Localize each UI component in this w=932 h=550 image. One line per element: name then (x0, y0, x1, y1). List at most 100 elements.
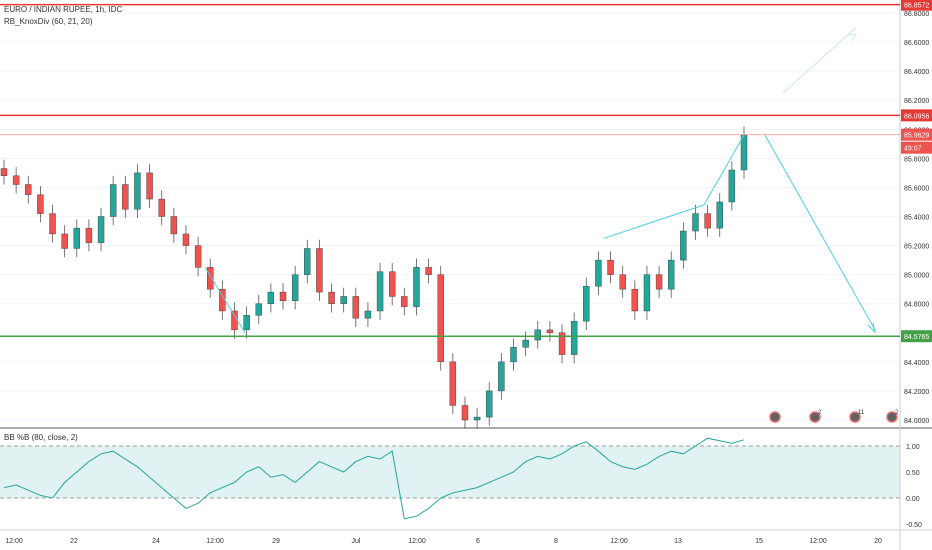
price-badge (901, 0, 932, 11)
candle-body (291, 274, 299, 302)
price-tick-label: 84.4000 (904, 360, 929, 367)
horizontal-levels[interactable] (0, 3, 900, 337)
candle-body (255, 303, 262, 316)
candle-body (376, 271, 384, 312)
price-tick-label: 86.6000 (904, 40, 929, 47)
trend-line[interactable] (703, 134, 745, 206)
price-tick-label: 86.2000 (904, 98, 929, 105)
price-tick-label: 84.0000 (904, 418, 929, 425)
projection-arrow[interactable] (782, 27, 857, 94)
candle-body (207, 267, 214, 290)
time-tick-label: 8 (554, 538, 558, 545)
event-marker-icon[interactable] (849, 411, 861, 423)
drawings[interactable] (204, 27, 876, 334)
price-tick-label: 85.4000 (904, 215, 929, 222)
candle-body (558, 332, 566, 355)
candle-body (510, 347, 517, 363)
candle-body (134, 172, 141, 210)
candle-body (425, 267, 432, 275)
price-tick-label: 86.8000 (904, 11, 929, 18)
event-markers[interactable]: 2 11 2 (769, 410, 899, 423)
price-tick-label: 84.2000 (904, 389, 929, 396)
indicator-tick-label: -0.50 (906, 522, 922, 529)
candle-body (109, 184, 117, 217)
time-tick-label: 13 (674, 538, 682, 545)
candle-body (522, 339, 529, 348)
candle-body (583, 286, 590, 322)
candles (0, 126, 748, 429)
candle-body (279, 291, 287, 302)
price-badge-label: 85.9629 (904, 133, 929, 140)
symbol-title[interactable]: EURO / INDIAN RUPEE, 1h, IDC (4, 5, 123, 14)
candle-body (37, 194, 44, 214)
candle-body (570, 320, 578, 355)
trend-line[interactable] (204, 267, 246, 334)
candle-body (49, 213, 56, 235)
event-marker-icon[interactable] (769, 411, 781, 423)
indicator-tick-label: 1.00 (906, 444, 920, 451)
bb-band-fill (0, 446, 900, 498)
candle-body (740, 134, 748, 171)
price-badge (901, 141, 932, 154)
price-tick-label: 85.0000 (904, 273, 929, 280)
candle-body (231, 310, 238, 331)
time-tick-label: 22 (70, 538, 78, 545)
candle-body (158, 198, 165, 217)
candle-body (73, 227, 80, 249)
candle-body (534, 329, 541, 341)
price-badge-label: 49:07 (904, 146, 922, 153)
event-marker-icon[interactable] (809, 411, 821, 423)
indicator-label[interactable]: RB_KnoxDiv (60, 21, 20) (4, 17, 93, 26)
candle-body (97, 216, 105, 243)
candle-body (413, 267, 420, 307)
price-tick-label: 86.4000 (904, 69, 929, 76)
candle-body (498, 361, 505, 392)
candle-body (728, 169, 736, 203)
candle-body (437, 274, 444, 363)
time-tick-label: 12:00 (809, 538, 827, 545)
candle-body (631, 288, 639, 312)
candle-body (170, 216, 178, 235)
bb-percent-b-line (3, 437, 745, 520)
candle-body (388, 271, 396, 297)
indicator-axis-ticks: 1.00 0.50 0.00 -0.50 (906, 444, 922, 529)
time-axis-ticks: 12:00 22 24 12:00 29 Jul 12:00 6 8 12:00 13 15 12:00… (5, 538, 882, 545)
trend-line[interactable] (603, 204, 705, 239)
candle-body (12, 175, 20, 185)
projection-arrow[interactable] (764, 134, 876, 331)
candle-body (643, 274, 651, 312)
candle-body (704, 213, 711, 229)
indicator-tick-label: 0.50 (906, 470, 920, 477)
candle-body (461, 405, 469, 421)
candle-body (61, 233, 68, 249)
time-tick-label: 6 (476, 538, 480, 545)
price-tick-label: 85.2000 (904, 244, 929, 251)
candle-body (668, 259, 675, 290)
sub-pane-title[interactable]: BB %B (80, close, 2) (4, 433, 78, 442)
candle-body (194, 245, 202, 268)
price-tick-label: 85.6000 (904, 185, 929, 192)
time-tick-label: 12:00 (5, 538, 23, 545)
time-tick-label: 24 (152, 538, 160, 545)
arrow-head (847, 33, 857, 42)
time-tick-label: 12:00 (610, 538, 628, 545)
arrow-head (867, 322, 876, 334)
candle-body (0, 168, 8, 177)
candle-body (182, 233, 190, 246)
price-badge (901, 330, 932, 343)
price-badge-label: 86.8572 (904, 3, 929, 10)
price-badge-label: 86.0956 (904, 113, 929, 120)
candle-body (243, 315, 250, 331)
candle-body (619, 274, 626, 290)
candle-body (25, 184, 32, 195)
time-tick-label: 15 (755, 538, 763, 545)
candle-body (486, 390, 493, 418)
candle-body (122, 184, 129, 210)
candle-body (85, 227, 93, 243)
price-badge (901, 128, 932, 141)
price-tick-label: 84.8000 (904, 302, 929, 309)
time-tick-label: 29 (272, 538, 280, 545)
price-badges: 86.8572 86.0956 85.9629 49:07 84.5765 (901, 0, 932, 343)
event-marker-icon[interactable] (886, 411, 898, 423)
